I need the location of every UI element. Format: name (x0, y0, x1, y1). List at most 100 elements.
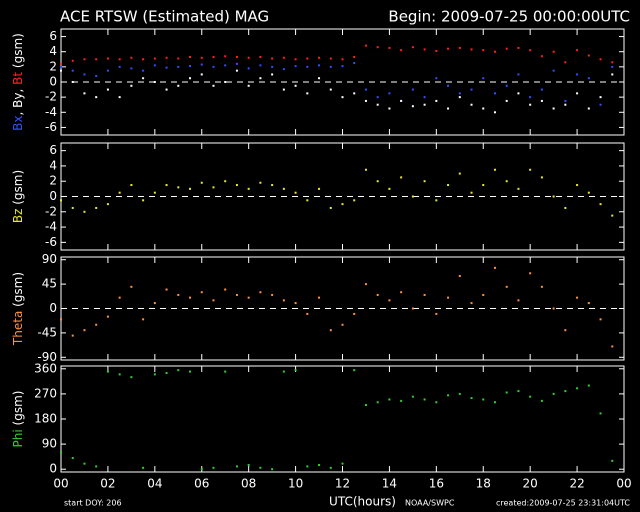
data-point (447, 84, 450, 87)
data-point (212, 299, 215, 302)
data-point (118, 296, 121, 299)
data-point (282, 299, 285, 302)
data-point (505, 99, 508, 102)
data-point (142, 69, 145, 72)
data-point (458, 46, 461, 49)
data-point (177, 293, 180, 296)
y-tick-label: -2 (45, 90, 57, 104)
data-point (552, 50, 555, 53)
data-point (353, 56, 356, 59)
data-point (493, 401, 496, 404)
data-point (329, 206, 332, 209)
data-point (259, 181, 262, 184)
data-point (282, 56, 285, 59)
data-point (423, 96, 426, 99)
data-point (153, 373, 156, 376)
data-point (142, 58, 145, 61)
data-point (470, 48, 473, 51)
data-point (576, 92, 579, 95)
data-point (540, 176, 543, 179)
x-tick-label: 00 (53, 477, 68, 491)
data-point (95, 323, 98, 326)
data-point (212, 186, 215, 189)
data-point (505, 180, 508, 183)
data-point (329, 329, 332, 332)
data-point (611, 65, 614, 68)
y-tick-label: 45 (42, 277, 57, 291)
data-point (235, 293, 238, 296)
data-point (564, 61, 567, 64)
data-point (376, 293, 379, 296)
data-point (95, 58, 98, 61)
data-point (611, 345, 614, 348)
data-point (329, 57, 332, 60)
data-point (493, 266, 496, 269)
data-point (95, 74, 98, 77)
y-tick-label: -6 (45, 120, 57, 134)
data-point (118, 191, 121, 194)
data-point (435, 401, 438, 404)
data-point (130, 67, 133, 70)
data-point (587, 384, 590, 387)
data-point (212, 466, 215, 469)
x-tick-label: 22 (569, 477, 584, 491)
data-point (177, 57, 180, 60)
data-point (388, 46, 391, 49)
data-point (318, 64, 321, 67)
y-tick-label: 2 (49, 59, 57, 73)
data-point (106, 370, 109, 373)
data-point (60, 69, 62, 72)
data-point (411, 46, 414, 49)
data-point (458, 274, 461, 277)
data-point (271, 293, 274, 296)
data-point (517, 390, 520, 393)
data-point (552, 107, 555, 110)
data-point (423, 293, 426, 296)
data-point (482, 293, 485, 296)
data-point (306, 57, 309, 60)
data-point (106, 88, 109, 91)
y-tick-label: 90 (42, 437, 57, 451)
data-point (517, 187, 520, 190)
data-point (306, 199, 309, 202)
data-point (364, 404, 367, 407)
data-point (153, 191, 156, 194)
data-point (599, 58, 602, 61)
data-point (505, 285, 508, 288)
data-point (388, 187, 391, 190)
data-point (165, 88, 168, 91)
y-tick-label: 0 (49, 462, 57, 476)
data-point (95, 465, 98, 468)
data-point (165, 288, 168, 291)
data-point (259, 291, 262, 294)
data-point (282, 68, 285, 71)
data-point (364, 168, 367, 171)
data-point (400, 49, 403, 52)
data-point (599, 103, 602, 106)
data-point (517, 46, 520, 49)
data-point (529, 272, 532, 275)
data-point (118, 58, 121, 61)
data-point (529, 103, 532, 106)
data-point (388, 92, 391, 95)
data-point (447, 394, 450, 397)
data-point (376, 180, 379, 183)
data-point (435, 99, 438, 102)
data-point (611, 459, 614, 462)
x-tick-label: 20 (523, 477, 538, 491)
data-point (306, 312, 309, 315)
data-point (576, 387, 579, 390)
data-point (458, 172, 461, 175)
data-point (376, 401, 379, 404)
data-point (341, 462, 344, 465)
data-point (224, 55, 227, 58)
data-point (587, 191, 590, 194)
data-point (505, 47, 508, 50)
data-point (564, 206, 567, 209)
begin-time: Begin: 2009-07-25 00:00:00UTC (388, 8, 630, 26)
data-point (564, 390, 567, 393)
x-tick-label: 08 (241, 477, 256, 491)
data-point (423, 398, 426, 401)
x-tick-label: 00 (616, 477, 631, 491)
data-point (247, 296, 250, 299)
